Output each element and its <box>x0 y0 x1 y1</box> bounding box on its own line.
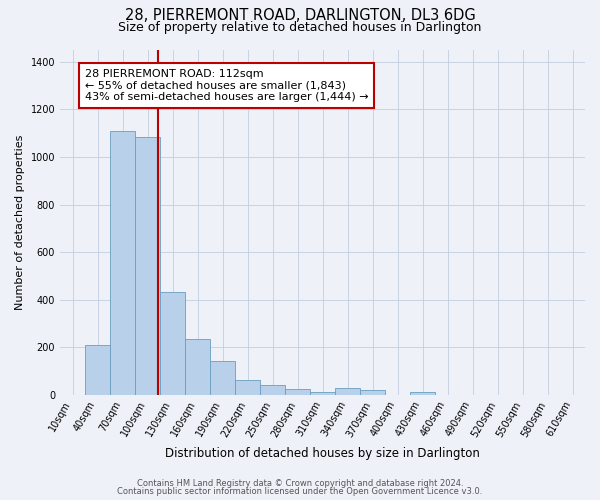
Text: Size of property relative to detached houses in Darlington: Size of property relative to detached ho… <box>118 21 482 34</box>
Bar <box>160 292 185 394</box>
Bar <box>85 345 110 395</box>
Bar <box>210 362 235 394</box>
Bar <box>235 380 260 394</box>
Bar <box>185 339 210 394</box>
Text: Contains HM Land Registry data © Crown copyright and database right 2024.: Contains HM Land Registry data © Crown c… <box>137 478 463 488</box>
Bar <box>260 384 285 394</box>
Bar <box>335 388 360 394</box>
Text: Contains public sector information licensed under the Open Government Licence v3: Contains public sector information licen… <box>118 487 482 496</box>
Bar <box>410 392 435 394</box>
Bar <box>285 389 310 394</box>
Bar <box>135 137 160 394</box>
Bar <box>360 390 385 394</box>
Text: 28 PIERREMONT ROAD: 112sqm
← 55% of detached houses are smaller (1,843)
43% of s: 28 PIERREMONT ROAD: 112sqm ← 55% of deta… <box>85 69 368 102</box>
X-axis label: Distribution of detached houses by size in Darlington: Distribution of detached houses by size … <box>165 447 480 460</box>
Y-axis label: Number of detached properties: Number of detached properties <box>15 134 25 310</box>
Bar <box>110 131 135 394</box>
Bar <box>310 392 335 394</box>
Text: 28, PIERREMONT ROAD, DARLINGTON, DL3 6DG: 28, PIERREMONT ROAD, DARLINGTON, DL3 6DG <box>125 8 475 22</box>
